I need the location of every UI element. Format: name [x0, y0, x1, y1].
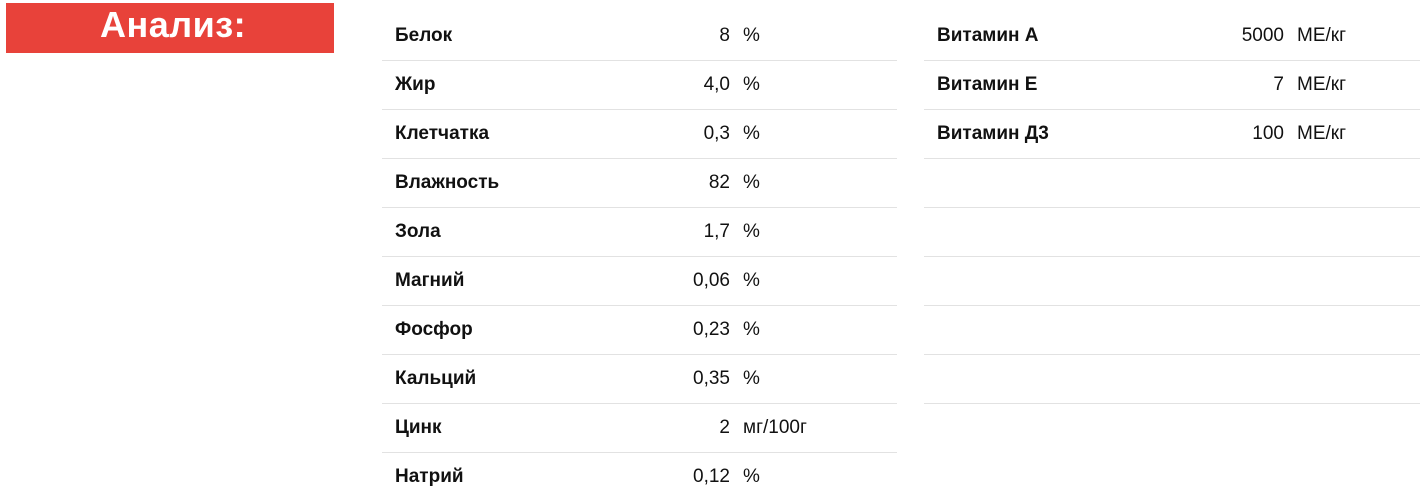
nutrient-value: 2 — [719, 404, 730, 452]
nutrient-name: Фосфор — [395, 306, 473, 354]
table-row: Витамин Е 7 МЕ/кг — [924, 61, 1420, 110]
table-row: Кальций 0,35 % — [382, 355, 897, 404]
table-row: Натрий 0,12 % — [382, 453, 897, 501]
table-row: Жир 4,0 % — [382, 61, 897, 110]
nutrient-unit: % — [743, 61, 760, 109]
vitamin-unit: МЕ/кг — [1297, 12, 1346, 60]
table-row: Цинк 2 мг/100г — [382, 404, 897, 453]
analysis-heading-banner: Анализ: — [6, 3, 334, 53]
nutrient-value: 4,0 — [704, 61, 730, 109]
table-row: Зола 1,7 % — [382, 208, 897, 257]
table-row — [924, 355, 1420, 404]
nutrient-name: Белок — [395, 12, 452, 60]
nutrient-unit: % — [743, 453, 760, 501]
nutrient-value: 8 — [719, 12, 730, 60]
table-row — [924, 257, 1420, 306]
vitamin-unit: МЕ/кг — [1297, 110, 1346, 158]
nutrient-name: Клетчатка — [395, 110, 489, 158]
table-row — [924, 159, 1420, 208]
nutrient-unit: % — [743, 208, 760, 256]
nutrient-value: 82 — [709, 159, 730, 207]
nutrient-value: 1,7 — [704, 208, 730, 256]
nutrient-table: Белок 8 % Жир 4,0 % Клетчатка 0,3 % Влаж… — [382, 12, 897, 501]
nutrient-value: 0,06 — [693, 257, 730, 305]
vitamin-value: 5000 — [1242, 12, 1284, 60]
nutrient-value: 0,35 — [693, 355, 730, 403]
nutrient-value: 0,23 — [693, 306, 730, 354]
vitamin-value: 7 — [1273, 61, 1284, 109]
table-row: Влажность 82 % — [382, 159, 897, 208]
table-row: Клетчатка 0,3 % — [382, 110, 897, 159]
nutrient-unit: % — [743, 306, 760, 354]
table-row: Белок 8 % — [382, 12, 897, 61]
vitamin-name: Витамин А — [937, 12, 1039, 60]
vitamin-name: Витамин Е — [937, 61, 1037, 109]
nutrient-name: Влажность — [395, 159, 499, 207]
table-row — [924, 306, 1420, 355]
nutrient-unit: % — [743, 110, 760, 158]
analysis-heading: Анализ: — [100, 0, 334, 50]
table-row: Фосфор 0,23 % — [382, 306, 897, 355]
nutrient-name: Цинк — [395, 404, 442, 452]
nutrient-name: Жир — [395, 61, 435, 109]
nutrient-unit: % — [743, 159, 760, 207]
table-row: Витамин Д3 100 МЕ/кг — [924, 110, 1420, 159]
nutrient-name: Магний — [395, 257, 464, 305]
table-row — [924, 208, 1420, 257]
vitamin-unit: МЕ/кг — [1297, 61, 1346, 109]
table-row: Магний 0,06 % — [382, 257, 897, 306]
nutrient-unit: % — [743, 257, 760, 305]
nutrient-unit: % — [743, 12, 760, 60]
vitamin-value: 100 — [1252, 110, 1284, 158]
nutrient-name: Натрий — [395, 453, 464, 501]
table-row: Витамин А 5000 МЕ/кг — [924, 12, 1420, 61]
vitamin-table: Витамин А 5000 МЕ/кг Витамин Е 7 МЕ/кг В… — [924, 12, 1420, 452]
nutrient-unit: мг/100г — [743, 404, 807, 452]
table-row — [924, 404, 1420, 452]
nutrient-value: 0,3 — [704, 110, 730, 158]
vitamin-name: Витамин Д3 — [937, 110, 1049, 158]
nutrient-value: 0,12 — [693, 453, 730, 501]
nutrient-name: Зола — [395, 208, 441, 256]
nutrient-unit: % — [743, 355, 760, 403]
nutrient-name: Кальций — [395, 355, 476, 403]
